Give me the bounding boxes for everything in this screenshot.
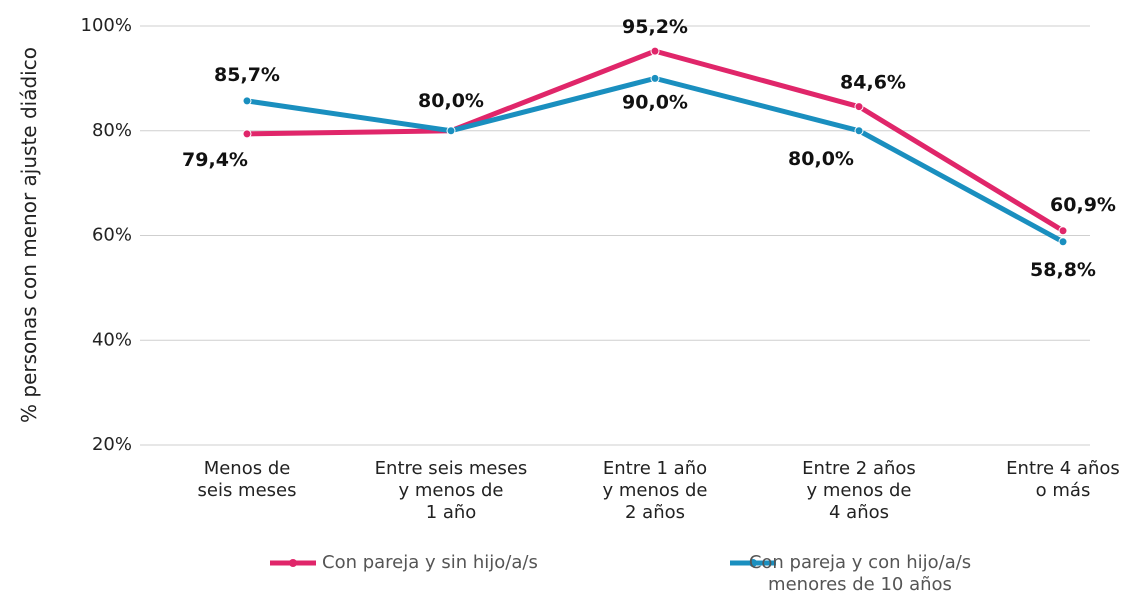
point [650, 73, 660, 83]
y-tick-label: 100% [81, 15, 132, 36]
point [854, 102, 864, 112]
point [854, 126, 864, 136]
data-label: 79,4% [182, 148, 248, 170]
point [1058, 226, 1068, 236]
data-label: 80,0% [418, 89, 484, 111]
data-label: 95,2% [622, 16, 688, 38]
data-label: 90,0% [622, 91, 688, 113]
y-tick-label: 20% [92, 434, 132, 455]
y-axis-title: % personas con menor ajuste diádico [17, 47, 41, 423]
point [242, 96, 252, 106]
point [1058, 237, 1068, 247]
data-label: 85,7% [214, 63, 280, 85]
legend-label: Con pareja y con hijo/a/s menores de 10 a… [749, 552, 971, 594]
y-tick-label: 60% [92, 225, 132, 246]
x-tick-label: Entre seis meses y menos de 1 año [375, 458, 528, 523]
data-label: 80,0% [788, 147, 854, 169]
data-label: 58,8% [1030, 258, 1096, 280]
legend-marker [289, 559, 297, 567]
legend-marker [749, 559, 757, 567]
point [446, 126, 456, 136]
x-tick-label: Entre 1 año y menos de 2 años [602, 458, 707, 523]
legend-label: Con pareja y sin hijo/a/s [322, 552, 538, 573]
point [650, 46, 660, 56]
x-tick-label: Entre 4 años o más [1006, 458, 1120, 501]
data-label: 60,9% [1050, 193, 1116, 215]
data-label: 84,6% [840, 71, 906, 93]
x-tick-label: Menos de seis meses [198, 458, 297, 501]
y-tick-label: 80% [92, 120, 132, 141]
x-tick-label: Entre 2 años y menos de 4 años [802, 458, 916, 523]
point [242, 129, 252, 139]
y-tick-label: 40% [92, 329, 132, 350]
